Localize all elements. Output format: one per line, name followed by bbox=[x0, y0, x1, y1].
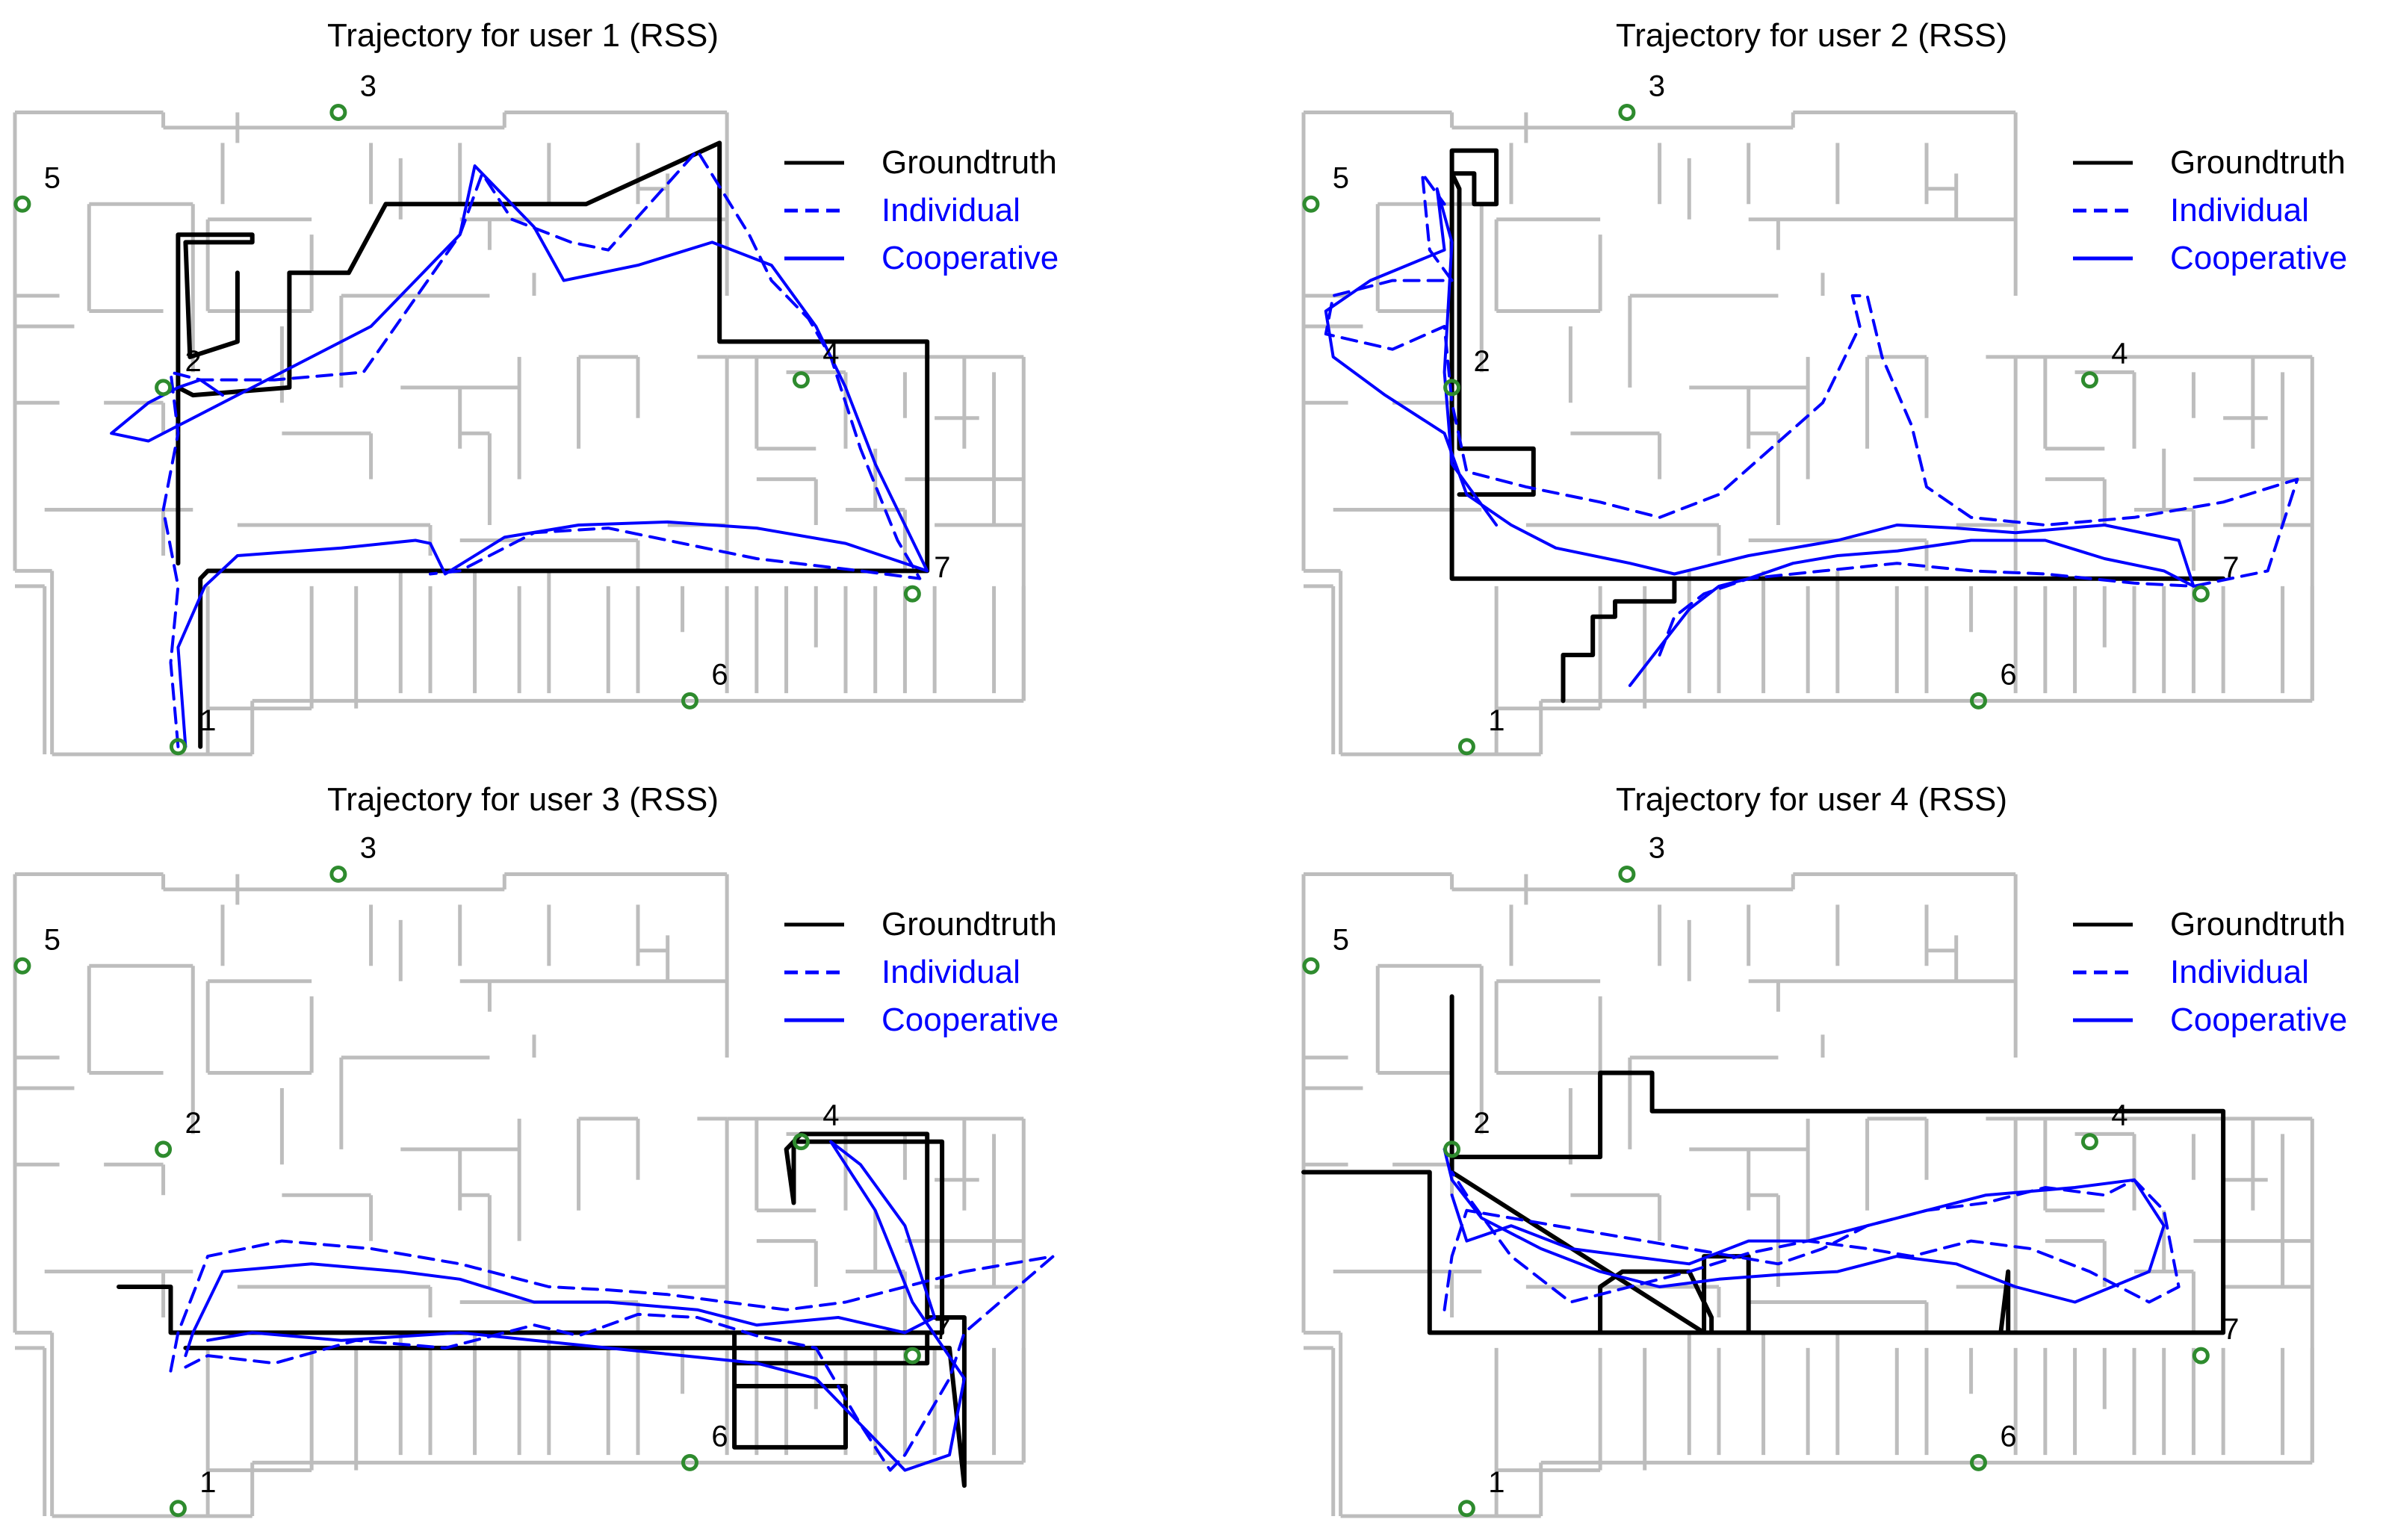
legend-label: Cooperative bbox=[2170, 240, 2347, 276]
anchor-marker bbox=[13, 957, 31, 975]
anchor-label: 7 bbox=[2222, 551, 2239, 584]
legend-label: Individual bbox=[881, 954, 1020, 990]
subplot-title: Trajectory for user 3 (RSS) bbox=[327, 781, 719, 818]
anchor-marker bbox=[2192, 585, 2210, 603]
legend-label: Groundtruth bbox=[2170, 906, 2346, 943]
anchor-label: 5 bbox=[44, 161, 61, 194]
anchor-label: 1 bbox=[199, 1466, 216, 1499]
cooperative-trajectory bbox=[110, 164, 929, 748]
subplot-title: Trajectory for user 4 (RSS) bbox=[1616, 781, 2007, 818]
anchor-label: 4 bbox=[822, 338, 839, 370]
anchor-label: 1 bbox=[1488, 1466, 1505, 1499]
anchor-label: 5 bbox=[44, 923, 61, 956]
individual-trajectory bbox=[1442, 1170, 2181, 1311]
anchor-label: 2 bbox=[185, 345, 201, 378]
legend-label: Individual bbox=[2170, 192, 2309, 229]
legend-label: Groundtruth bbox=[881, 906, 1057, 943]
anchor-label: 3 bbox=[1649, 69, 1665, 102]
anchor-label: 6 bbox=[711, 1420, 728, 1453]
legend: Groundtruth Individual Cooperative bbox=[784, 144, 1059, 276]
groundtruth-trajectory bbox=[1301, 994, 2226, 1335]
legend-label: Groundtruth bbox=[2170, 144, 2346, 181]
anchor-marker bbox=[1443, 1140, 1461, 1158]
floor-plan bbox=[1301, 872, 2314, 1518]
floor-plan bbox=[13, 872, 1026, 1518]
anchor-label: 2 bbox=[185, 1107, 201, 1140]
anchor-label: 3 bbox=[360, 69, 376, 102]
anchor-marker bbox=[2192, 1347, 2210, 1364]
groundtruth-trajectory bbox=[1449, 148, 2226, 704]
cooperative-trajectory bbox=[1324, 187, 2195, 687]
legend-label: Cooperative bbox=[881, 240, 1059, 276]
cooperative-trajectory bbox=[1442, 1147, 2166, 1304]
legend: Groundtruth Individual Cooperative bbox=[2073, 906, 2347, 1038]
anchor-label: 1 bbox=[1488, 704, 1505, 737]
anchor-label: 5 bbox=[1333, 161, 1349, 194]
anchor-marker bbox=[792, 1133, 810, 1151]
anchor-label: 4 bbox=[822, 1099, 839, 1132]
anchor-label: 6 bbox=[711, 658, 728, 691]
subplot-4: Trajectory for user 4 (RSS) 1 2 3 4 5 6 7 Ground… bbox=[1301, 781, 2347, 1518]
groundtruth-trajectory bbox=[117, 1131, 967, 1488]
anchor-marker bbox=[681, 1453, 698, 1471]
anchor-marker bbox=[792, 371, 810, 389]
anchor-marker bbox=[681, 692, 698, 710]
anchor-label: 7 bbox=[2222, 1313, 2239, 1346]
anchor-label: 6 bbox=[2000, 658, 2016, 691]
individual-trajectory bbox=[1324, 172, 2299, 656]
anchor-label: 4 bbox=[2111, 338, 2128, 370]
anchor-marker bbox=[903, 585, 921, 603]
anchor-marker bbox=[13, 195, 31, 213]
groundtruth-trajectory bbox=[176, 140, 930, 749]
cooperative-trajectory bbox=[184, 1140, 966, 1472]
anchor-marker bbox=[1618, 865, 1636, 883]
individual-trajectory bbox=[169, 1239, 1055, 1472]
anchor-label: 2 bbox=[1473, 1107, 1490, 1140]
legend-label: Individual bbox=[881, 192, 1020, 229]
anchor-label: 3 bbox=[360, 831, 376, 864]
anchor-marker bbox=[1457, 1500, 1475, 1518]
anchor-marker bbox=[169, 1500, 187, 1518]
anchor-marker bbox=[2080, 371, 2098, 389]
anchor-marker bbox=[155, 1140, 173, 1158]
anchor-marker bbox=[169, 738, 187, 756]
subplot-1: Trajectory for user 1 (RSS) 1 2 3 4 5 6 7 Ground… bbox=[13, 17, 1059, 757]
anchor-label: 1 bbox=[199, 704, 216, 737]
anchor-label: 7 bbox=[934, 551, 950, 584]
subplot-title: Trajectory for user 2 (RSS) bbox=[1616, 17, 2007, 54]
anchor-label: 5 bbox=[1333, 923, 1349, 956]
anchor-marker bbox=[1970, 692, 1987, 710]
anchor-marker bbox=[1970, 1453, 1987, 1471]
subplot-3: Trajectory for user 3 (RSS) 1 2 3 4 5 6 7 Ground… bbox=[13, 781, 1059, 1518]
anchor-label: 6 bbox=[2000, 1420, 2016, 1453]
floor-plan bbox=[13, 110, 1026, 757]
anchor-marker bbox=[155, 379, 173, 397]
anchor-marker bbox=[1457, 738, 1475, 756]
anchor-label: 4 bbox=[2111, 1099, 2128, 1132]
subplot-title: Trajectory for user 1 (RSS) bbox=[327, 17, 719, 54]
anchor-label: 3 bbox=[1649, 831, 1665, 864]
subplot-2: Trajectory for user 2 (RSS) 1 2 3 4 5 6 7 Ground… bbox=[1301, 17, 2347, 757]
anchor-label: 2 bbox=[1473, 345, 1490, 378]
anchor-marker bbox=[1302, 195, 1320, 213]
legend: Groundtruth Individual Cooperative bbox=[784, 906, 1059, 1038]
anchor-marker bbox=[2080, 1133, 2098, 1151]
anchor-marker bbox=[329, 865, 347, 883]
legend-label: Cooperative bbox=[881, 1002, 1059, 1038]
legend-label: Individual bbox=[2170, 954, 2309, 990]
anchor-label: 7 bbox=[934, 1313, 950, 1346]
legend-label: Cooperative bbox=[2170, 1002, 2347, 1038]
legend-label: Groundtruth bbox=[881, 144, 1057, 181]
anchor-marker bbox=[1443, 379, 1461, 397]
anchor-marker bbox=[329, 103, 347, 121]
anchor-marker bbox=[1618, 103, 1636, 121]
floor-plan bbox=[1301, 110, 2314, 757]
legend: Groundtruth Individual Cooperative bbox=[2073, 144, 2347, 276]
individual-trajectory bbox=[161, 149, 922, 748]
anchor-marker bbox=[1302, 957, 1320, 975]
anchor-marker bbox=[903, 1347, 921, 1364]
